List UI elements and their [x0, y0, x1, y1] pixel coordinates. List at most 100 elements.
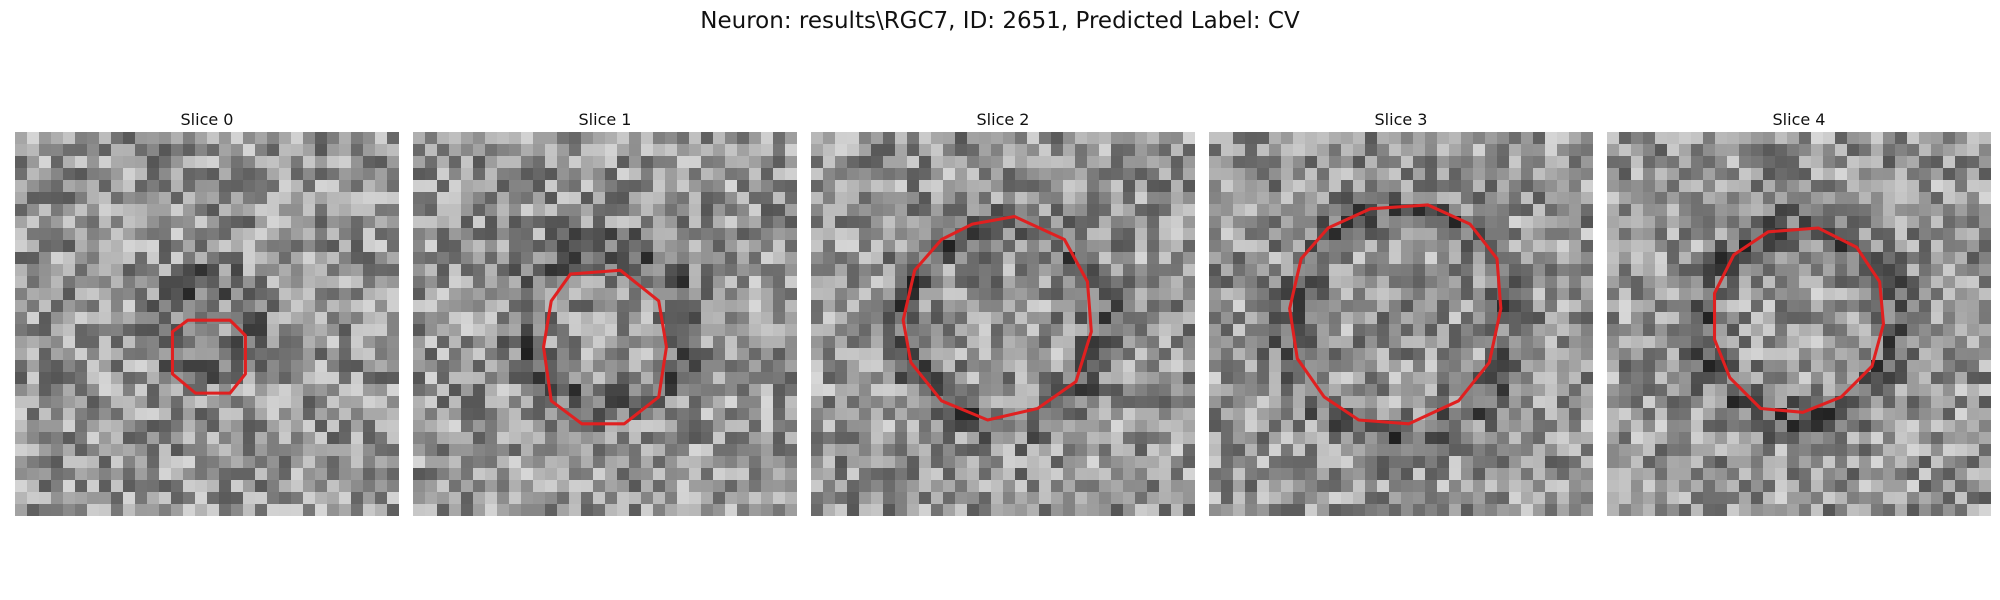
- image-pixel: [1377, 192, 1390, 205]
- image-pixel: [883, 300, 896, 313]
- image-pixel: [1763, 372, 1776, 385]
- image-pixel: [1159, 480, 1172, 493]
- image-pixel: [485, 300, 498, 313]
- image-pixel: [63, 252, 76, 265]
- image-pixel: [943, 252, 956, 265]
- image-pixel: [521, 384, 534, 397]
- image-pixel: [689, 228, 702, 241]
- image-pixel: [1943, 384, 1956, 397]
- image-pixel: [449, 192, 462, 205]
- image-pixel: [1823, 420, 1836, 433]
- image-pixel: [87, 180, 100, 193]
- slice-image: [15, 132, 399, 516]
- image-pixel: [725, 240, 738, 253]
- image-pixel: [1329, 324, 1342, 337]
- image-pixel: [907, 396, 920, 409]
- image-pixel: [1135, 132, 1148, 145]
- image-pixel: [1679, 204, 1692, 217]
- image-pixel: [1003, 180, 1016, 193]
- image-pixel: [279, 420, 292, 433]
- image-pixel: [15, 432, 28, 445]
- image-pixel: [1003, 288, 1016, 301]
- image-pixel: [1883, 168, 1896, 181]
- image-pixel: [665, 240, 678, 253]
- image-pixel: [919, 312, 932, 325]
- image-pixel: [135, 216, 148, 229]
- image-pixel: [1075, 432, 1088, 445]
- figure-title: Neuron: results\RGC7, ID: 2651, Predicte…: [700, 8, 1300, 34]
- image-pixel: [1209, 444, 1222, 457]
- image-pixel: [835, 408, 848, 421]
- image-pixel: [617, 396, 630, 409]
- image-pixel: [15, 348, 28, 361]
- image-pixel: [1763, 444, 1776, 457]
- image-pixel: [1039, 420, 1052, 433]
- image-pixel: [111, 180, 124, 193]
- image-pixel: [1631, 444, 1644, 457]
- image-pixel: [1485, 432, 1498, 445]
- image-pixel: [1895, 420, 1908, 433]
- image-pixel: [943, 168, 956, 181]
- image-pixel: [1631, 396, 1644, 409]
- image-pixel: [1943, 300, 1956, 313]
- image-pixel: [1545, 288, 1558, 301]
- image-pixel: [87, 360, 100, 373]
- image-pixel: [545, 252, 558, 265]
- image-pixel: [147, 144, 160, 157]
- image-pixel: [521, 324, 534, 337]
- image-pixel: [1425, 276, 1438, 289]
- image-pixel: [1811, 288, 1824, 301]
- image-pixel: [1655, 228, 1668, 241]
- image-pixel: [1305, 168, 1318, 181]
- image-pixel: [1883, 132, 1896, 145]
- image-pixel: [485, 480, 498, 493]
- image-pixel: [387, 468, 399, 481]
- image-pixel: [1401, 276, 1414, 289]
- image-pixel: [497, 384, 510, 397]
- image-pixel: [1835, 348, 1848, 361]
- image-pixel: [533, 396, 546, 409]
- image-pixel: [1979, 144, 1991, 157]
- image-pixel: [1111, 456, 1124, 469]
- image-pixel: [1051, 168, 1064, 181]
- image-pixel: [315, 180, 328, 193]
- image-pixel: [387, 408, 399, 421]
- image-pixel: [1039, 360, 1052, 373]
- image-pixel: [689, 372, 702, 385]
- image-pixel: [315, 216, 328, 229]
- image-pixel: [1209, 192, 1222, 205]
- image-pixel: [1521, 420, 1534, 433]
- image-pixel: [147, 276, 160, 289]
- image-pixel: [1051, 204, 1064, 217]
- image-pixel: [1111, 228, 1124, 241]
- image-pixel: [967, 180, 980, 193]
- image-pixel: [1739, 396, 1752, 409]
- image-pixel: [749, 324, 762, 337]
- image-pixel: [1341, 432, 1354, 445]
- image-pixel: [761, 264, 774, 277]
- image-pixel: [485, 180, 498, 193]
- image-pixel: [1509, 156, 1522, 169]
- image-pixel: [943, 480, 956, 493]
- image-pixel: [375, 456, 388, 469]
- image-pixel: [1823, 300, 1836, 313]
- image-pixel: [1643, 264, 1656, 277]
- image-pixel: [569, 156, 582, 169]
- image-pixel: [871, 252, 884, 265]
- image-pixel: [1183, 228, 1195, 241]
- image-pixel: [461, 384, 474, 397]
- image-pixel: [1329, 168, 1342, 181]
- image-pixel: [111, 480, 124, 493]
- image-pixel: [811, 216, 824, 229]
- image-pixel: [581, 444, 594, 457]
- image-pixel: [135, 132, 148, 145]
- image-pixel: [195, 456, 208, 469]
- image-pixel: [955, 348, 968, 361]
- image-pixel: [1763, 420, 1776, 433]
- image-pixel: [701, 480, 714, 493]
- image-pixel: [749, 288, 762, 301]
- image-pixel: [1015, 384, 1028, 397]
- image-pixel: [375, 192, 388, 205]
- image-pixel: [425, 144, 438, 157]
- image-pixel: [907, 204, 920, 217]
